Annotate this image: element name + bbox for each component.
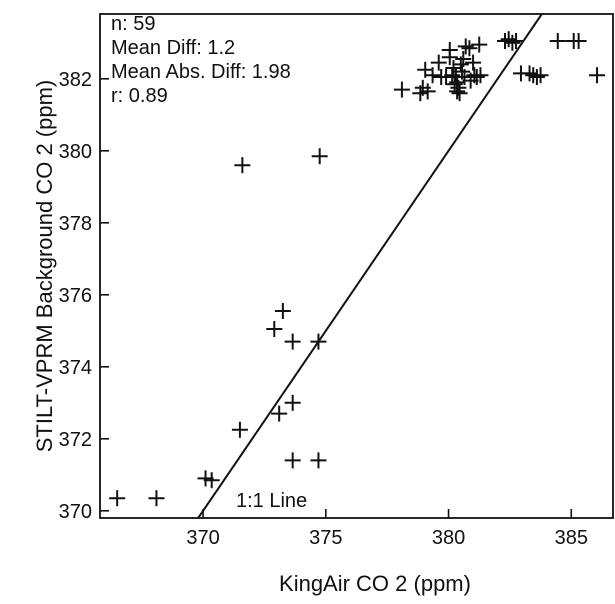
data-point — [234, 157, 251, 174]
data-point — [430, 54, 447, 71]
data-point — [310, 452, 327, 469]
data-point — [441, 49, 458, 66]
data-point — [461, 40, 478, 57]
data-point — [311, 148, 328, 165]
data-point — [500, 31, 517, 48]
data-point — [472, 67, 489, 84]
y-tick-label: 370 — [59, 501, 92, 523]
x-axis-title: KingAir CO 2 (ppm) — [279, 571, 471, 596]
data-point — [508, 33, 525, 49]
x-tick-label: 385 — [555, 527, 588, 549]
data-point — [446, 76, 463, 93]
data-point — [274, 303, 291, 319]
data-point — [504, 34, 521, 51]
data-point — [148, 490, 165, 507]
data-point — [310, 333, 327, 350]
y-tick-label: 372 — [59, 429, 92, 451]
data-point — [419, 83, 436, 100]
x-tick-label: 375 — [309, 527, 342, 549]
data-point — [451, 85, 468, 102]
data-point — [521, 65, 538, 82]
stat-n: n: 59 — [111, 13, 155, 35]
data-point — [457, 38, 474, 55]
plot-frame — [99, 13, 614, 519]
data-point — [271, 405, 288, 422]
data-points — [109, 31, 606, 507]
stat-r: r: 0.89 — [111, 85, 168, 107]
x-tick-label: 370 — [186, 527, 219, 549]
data-point — [465, 54, 482, 71]
data-point — [203, 472, 220, 489]
stats-box: n: 59 Mean Diff: 1.2 Mean Abs. Diff: 1.9… — [111, 13, 291, 107]
x-tick-label: 380 — [432, 527, 465, 549]
data-point — [589, 67, 606, 84]
y-axis-title: STILT-VPRM Background CO 2 (ppm) — [32, 80, 57, 453]
data-point — [284, 394, 301, 411]
data-point — [393, 81, 410, 98]
reference-line-label: 1:1 Line — [236, 490, 307, 512]
stat-mean-abs-diff: Mean Abs. Diff: 1.98 — [111, 61, 291, 83]
y-tick-label: 374 — [59, 357, 92, 379]
data-point — [570, 33, 587, 49]
data-point — [284, 333, 301, 350]
y-tick-label: 382 — [59, 69, 92, 91]
data-point — [462, 72, 479, 89]
data-point — [231, 421, 248, 438]
data-point — [452, 56, 469, 73]
data-point — [266, 321, 283, 337]
data-point — [449, 83, 466, 100]
data-point — [528, 69, 545, 85]
data-point — [109, 490, 126, 507]
data-point — [284, 452, 301, 469]
data-point — [549, 33, 566, 49]
data-point — [471, 36, 488, 53]
data-point — [424, 67, 441, 84]
y-tick-label: 376 — [59, 285, 92, 307]
one-to-one-line — [197, 14, 543, 518]
stat-mean-diff: Mean Diff: 1.2 — [111, 37, 235, 59]
y-axis-ticks: 370 372 374 376 378 380 382 — [59, 69, 109, 523]
data-point — [445, 60, 462, 76]
y-tick-label: 378 — [59, 213, 92, 235]
data-point — [532, 67, 549, 84]
x-axis-ticks: 370 375 380 385 — [186, 509, 588, 549]
y-tick-label: 380 — [59, 141, 92, 163]
